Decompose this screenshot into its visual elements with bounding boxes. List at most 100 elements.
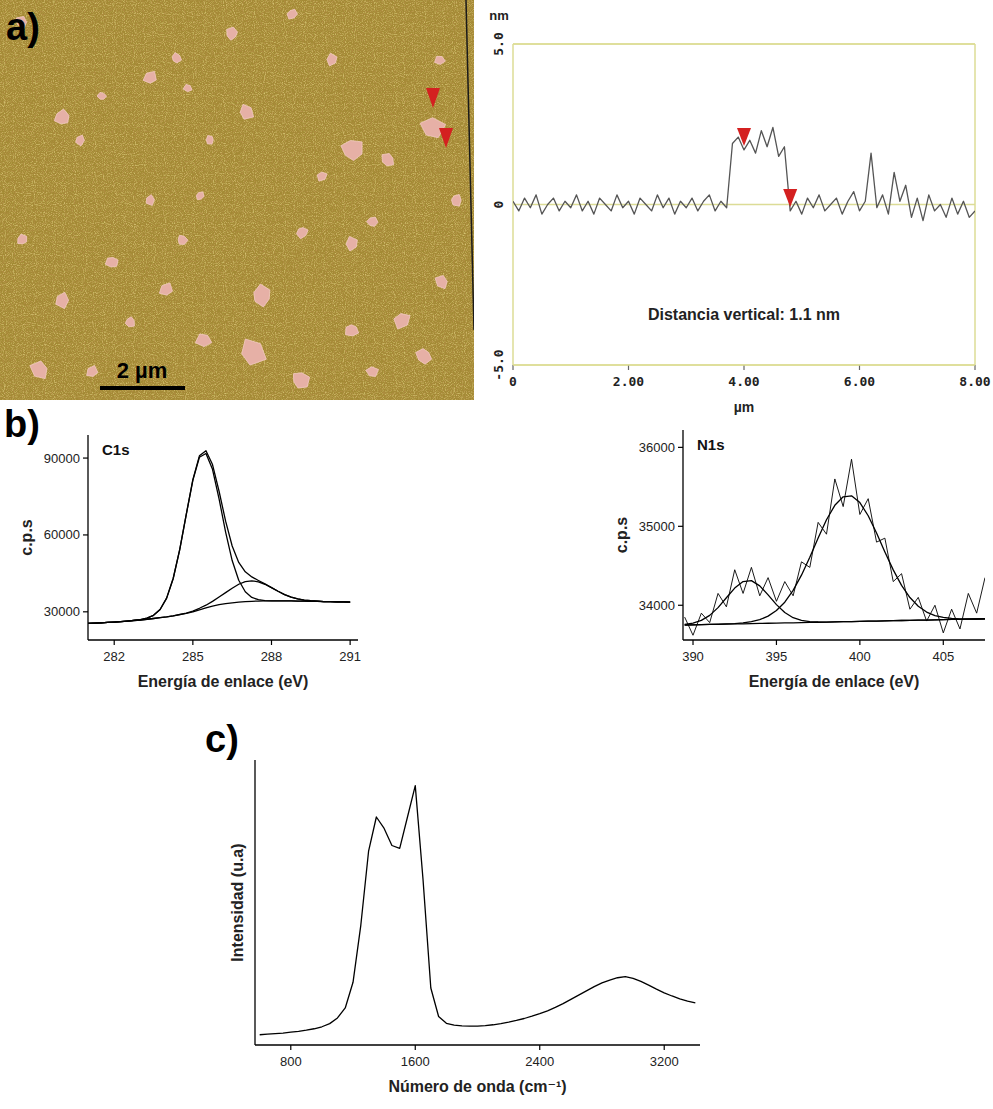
afm-flake xyxy=(178,235,188,244)
x-tick-label: 282 xyxy=(103,649,125,664)
series-line xyxy=(88,581,350,624)
x-tick-label: 288 xyxy=(261,649,283,664)
profile-line xyxy=(466,0,474,330)
afm-flake xyxy=(435,276,447,289)
afm-flake xyxy=(87,366,98,377)
y-tick xyxy=(83,534,88,535)
afm-flake xyxy=(435,56,446,64)
x-tick-label: 1600 xyxy=(401,1054,430,1069)
series-line xyxy=(685,459,985,635)
frame xyxy=(513,43,975,45)
afm-flake xyxy=(452,195,462,207)
y-tick-label: 60000 xyxy=(44,527,80,542)
y-axis-title: c.p.s xyxy=(18,519,35,556)
afm-flake xyxy=(416,349,432,365)
afm-flake xyxy=(367,217,379,226)
chart-title: N1s xyxy=(697,436,725,453)
y-tick-label: 34000 xyxy=(639,598,675,613)
afm-flake xyxy=(206,136,213,145)
x-axis-title: µm xyxy=(734,399,755,415)
afm-flake xyxy=(240,104,253,119)
y-tick xyxy=(678,447,683,448)
x-tick-label: 395 xyxy=(766,649,788,664)
y-axis xyxy=(682,430,683,640)
y-tick-label: 5.0 xyxy=(491,32,506,56)
afm-flake xyxy=(317,172,327,181)
x-axis-title: Número de onda (cm⁻¹) xyxy=(388,1078,566,1095)
afm-flake xyxy=(76,135,85,146)
chart-panel: 390395400405340003500036000Energía de en… xyxy=(613,430,985,690)
x-tick-label: 2400 xyxy=(525,1054,554,1069)
x-tick xyxy=(943,640,944,645)
x-tick-label: 8.00 xyxy=(959,374,990,389)
cursor-triangle xyxy=(426,88,440,108)
afm-flake xyxy=(394,314,410,330)
afm-flake xyxy=(54,109,69,124)
x-tick xyxy=(539,1045,540,1050)
figure: 2 µma)b)c)02.004.006.008.00-5.005.0µmnmD… xyxy=(0,0,993,1109)
afm-flake xyxy=(105,258,118,268)
afm-flake xyxy=(159,283,172,295)
afm-flake xyxy=(293,373,309,388)
x-tick xyxy=(290,1045,291,1050)
panel-letter: b) xyxy=(4,403,40,445)
afm-flake xyxy=(97,92,107,99)
x-tick-label: 800 xyxy=(280,1054,302,1069)
x-tick-label: 3200 xyxy=(650,1054,679,1069)
x-tick xyxy=(192,640,193,645)
afm-flake xyxy=(227,27,238,40)
plot-area xyxy=(260,786,696,1035)
afm-flake xyxy=(172,53,181,63)
scale-bar xyxy=(100,386,185,390)
plot-area xyxy=(685,459,985,635)
series-line xyxy=(260,786,696,1035)
afm-flake xyxy=(143,71,156,83)
x-tick-label: 405 xyxy=(932,649,954,664)
series-line xyxy=(685,496,985,625)
series-line xyxy=(513,127,975,220)
y-tick xyxy=(678,526,683,527)
y-axis-title: nm xyxy=(489,8,509,23)
y-tick-label: 0 xyxy=(491,200,506,208)
scale-bar-label: 2 µm xyxy=(117,358,168,383)
afm-flake xyxy=(346,325,359,336)
x-tick-label: 285 xyxy=(182,649,204,664)
y-tick-label: 35000 xyxy=(639,519,675,534)
y-tick-label: 30000 xyxy=(44,604,80,619)
grid-line xyxy=(513,204,975,206)
afm-background xyxy=(0,0,474,400)
afm-flake xyxy=(56,292,69,308)
afm-flake xyxy=(183,84,192,91)
series-line xyxy=(88,601,350,624)
afm-flake xyxy=(195,334,211,347)
x-tick-label: 390 xyxy=(682,649,704,664)
x-tick-label: 0 xyxy=(509,374,517,389)
afm-image xyxy=(0,0,474,400)
plot-area xyxy=(88,451,350,624)
series-line xyxy=(685,619,985,625)
afm-texture xyxy=(0,0,474,400)
afm-flake xyxy=(341,141,362,161)
x-tick-label: 2.00 xyxy=(613,374,644,389)
series-line xyxy=(685,581,985,625)
x-tick xyxy=(350,640,351,645)
x-tick xyxy=(271,640,272,645)
afm-flake xyxy=(30,361,47,379)
x-tick-label: 291 xyxy=(339,649,361,664)
x-tick xyxy=(776,640,777,645)
afm-flake xyxy=(196,192,204,200)
afm-flake xyxy=(287,9,297,19)
afm-flake xyxy=(346,236,357,251)
y-tick-label: 90000 xyxy=(44,451,80,466)
afm-flake xyxy=(254,284,270,307)
x-tick-label: 4.00 xyxy=(728,374,759,389)
y-axis-title: c.p.s xyxy=(613,517,630,554)
afm-flake xyxy=(327,53,337,66)
cursor-triangle xyxy=(439,128,453,148)
x-tick xyxy=(859,640,860,645)
chart-panel: 800160024003200Número de onda (cm⁻¹)Inte… xyxy=(229,760,700,1095)
y-axis xyxy=(254,760,255,1045)
x-axis xyxy=(683,639,985,640)
chart-panel: 02.004.006.008.00-5.005.0µmnmDistancia v… xyxy=(489,8,991,415)
afm-flake xyxy=(382,154,394,166)
